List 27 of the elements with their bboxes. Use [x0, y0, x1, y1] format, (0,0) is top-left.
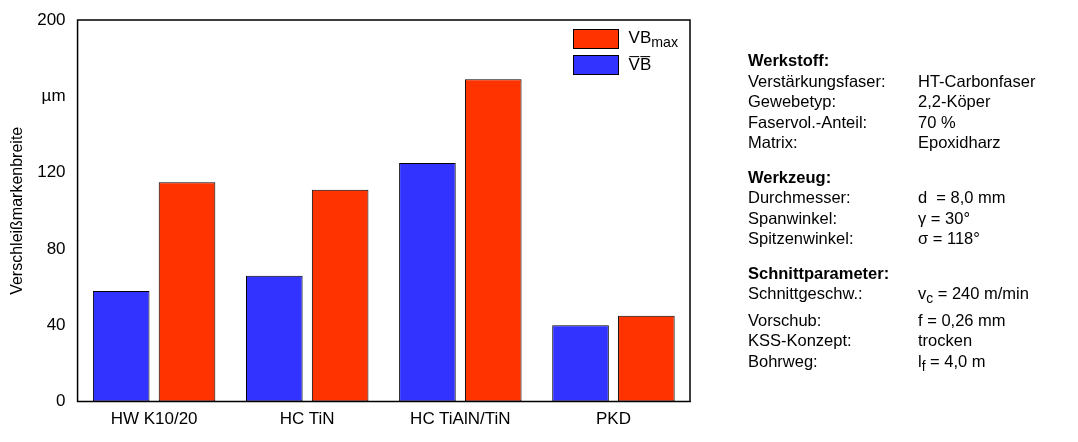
text: KSS-Konzept: trocken [748, 331, 973, 350]
legend-label: VB$_{max}$ [628, 27, 678, 51]
text: Gewebetyp: 2,2-Köper [748, 92, 991, 110]
text: Werkstoff: [748, 50, 831, 71]
y-tick-label: 80 [46, 238, 66, 258]
x-tick-label: HC TiAlN/TiN [410, 409, 511, 429]
y-tick-label: 0 [56, 391, 66, 411]
text: Matrix: Epoxidharz [748, 133, 1001, 151]
text: Schnittgeschw.: v$_{c}$ = 240 m/min [748, 284, 1029, 307]
y-tick-label: µm [41, 86, 66, 106]
text: Verstärkungsfaser: HT-Carbonfaser [748, 71, 1036, 90]
text: Durchmesser: d = 8,0 mm [748, 188, 1006, 206]
legend-label: V̅B̅ [628, 55, 652, 75]
x-tick-label: HC TiN [279, 409, 335, 429]
text: Faservol.-Anteil: 70 % [748, 112, 956, 131]
text: Bohrweg: l$_{f}$ = 4,0 m [748, 351, 986, 375]
y-tick-label: 40 [46, 314, 66, 334]
x-tick-label: PKD [595, 409, 631, 429]
x-tick-label: HW K10/20 [110, 409, 198, 429]
text: Schnittparameter: [748, 262, 891, 283]
y-axis-title: Verschleißmarkenbreite [8, 126, 26, 295]
text: Spanwinkel: γ = 30° [748, 208, 971, 227]
y-tick-label: 200 [37, 9, 66, 29]
text: Vorschub: f = 0,26 mm [748, 310, 1006, 329]
text: Werkzeug: [748, 166, 833, 187]
y-tick-label: 120 [37, 162, 66, 182]
text: Spitzenwinkel: σ = 118° [748, 229, 980, 247]
